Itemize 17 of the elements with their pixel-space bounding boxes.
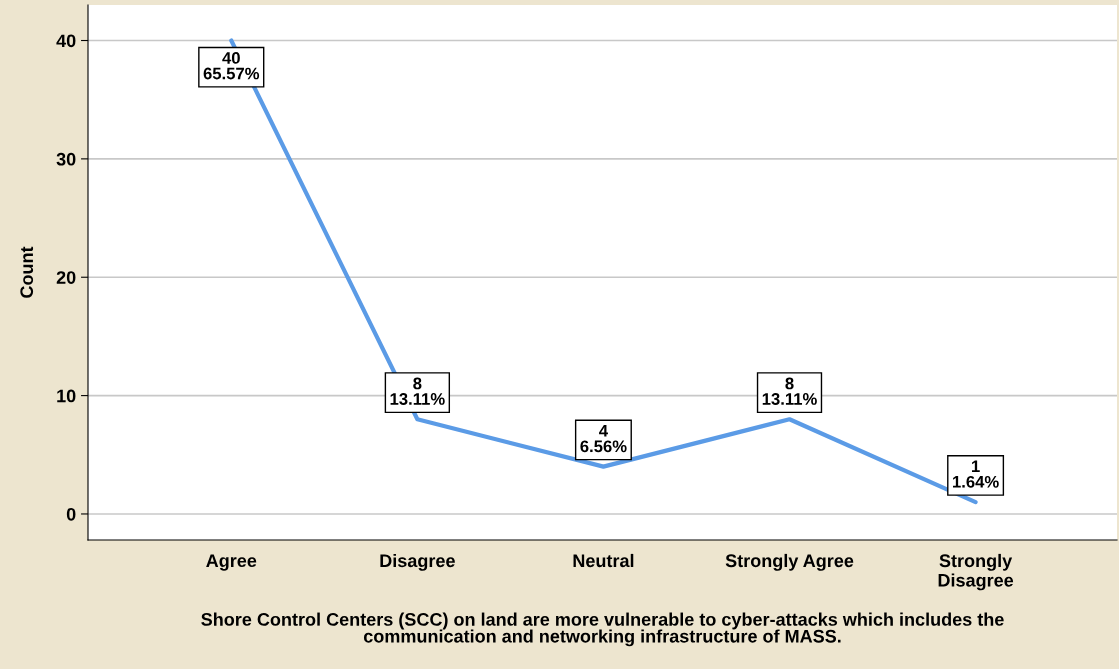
x-tick-label: Neutral (573, 553, 634, 568)
y-tick-label: 30 (56, 152, 76, 166)
y-tick-label: 40 (56, 34, 76, 48)
data-label: 40 65.57% (203, 52, 260, 80)
x-tick-label: Strongly Disagree (938, 553, 1014, 591)
x-tick-label: Agree (206, 554, 257, 571)
data-label: 4 6.56% (580, 425, 627, 453)
x-axis-title: Shore Control Centers (SCC) on land are more vulnerable to cyber-attacks which includes the communication and networking infrastructure of MASS. (201, 612, 1004, 647)
data-label: 8 13.11% (390, 377, 445, 405)
x-tick-label: Disagree (380, 553, 455, 571)
data-label: 1 1.64% (953, 460, 999, 488)
data-label: 8 13.11% (762, 377, 817, 405)
y-axis-title: Count (20, 246, 34, 298)
y-tick-label: 20 (56, 271, 76, 284)
y-tick-label: 10 (57, 389, 76, 403)
x-tick-label: Strongly Agree (725, 553, 854, 571)
y-tick-label: 0 (66, 507, 76, 521)
